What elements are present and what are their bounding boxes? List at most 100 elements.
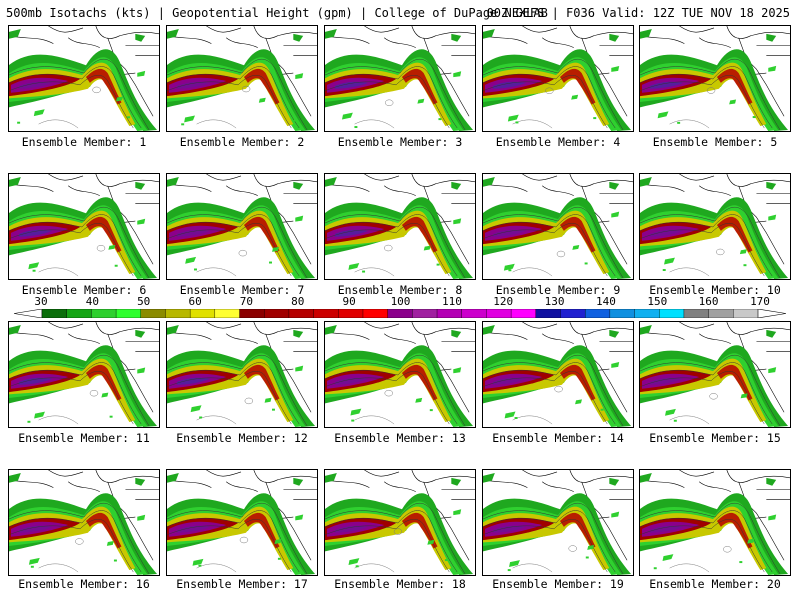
ensemble-member-label: Ensemble Member: 5 — [652, 135, 778, 149]
ensemble-member-map — [166, 321, 318, 428]
ensemble-member-map — [8, 173, 160, 280]
colorbar-swatch — [264, 309, 290, 318]
colorbar-swatch — [609, 309, 636, 318]
colorbar-left-arrow — [14, 309, 43, 318]
colorbar-swatch — [288, 309, 315, 318]
colorbar-swatch — [708, 309, 734, 318]
colorbar-tick-label: 140 — [595, 295, 616, 308]
ensemble-member-map — [639, 25, 791, 132]
colorbar-swatch — [387, 309, 413, 318]
ensemble-member-label: Ensemble Member: 1 — [21, 135, 147, 149]
ensemble-member-label: Ensemble Member: 7 — [179, 283, 305, 297]
ensemble-member-map — [324, 25, 476, 132]
ensemble-member-map — [166, 25, 318, 132]
model-run-info: 00Z GEFS | F036 Valid: 12Z TUE NOV 18 20… — [486, 6, 790, 20]
colorbar-swatch — [412, 309, 438, 318]
isotach-map-graphic — [483, 26, 633, 131]
ensemble-member-label: Ensemble Member: 19 — [492, 577, 624, 591]
ensemble-member-map — [8, 321, 160, 428]
colorbar-swatch — [140, 309, 166, 318]
colorbar-swatch — [214, 309, 241, 318]
colorbar-swatch — [436, 309, 463, 318]
isotach-map-graphic — [9, 322, 159, 427]
colorbar-right-arrow — [757, 309, 786, 318]
colorbar-swatch — [733, 309, 759, 318]
colorbar-swatch — [486, 309, 512, 318]
ensemble-member-label: Ensemble Member: 3 — [337, 135, 463, 149]
map-title: 500mb Isotachs (kts) | Geopotential Heig… — [6, 6, 548, 20]
isotach-map-graphic — [483, 470, 633, 575]
colorbar-tick-label: 60 — [188, 295, 202, 308]
ensemble-member-label: Ensemble Member: 10 — [649, 283, 781, 297]
ensemble-member-map — [324, 469, 476, 576]
colorbar-tick-label: 160 — [698, 295, 719, 308]
colorbar-swatch — [535, 309, 561, 318]
ensemble-member-map — [482, 469, 634, 576]
colorbar-swatch — [165, 309, 191, 318]
colorbar-tick-label: 130 — [544, 295, 565, 308]
ensemble-member-label: Ensemble Member: 9 — [495, 283, 621, 297]
ensemble-member-label: Ensemble Member: 6 — [21, 283, 147, 297]
colorbar-tick-labels: 30 40 50 60 70 80 90 100 110 120 130 140 150 160 170 — [0, 296, 800, 308]
colorbar-swatch — [66, 309, 92, 318]
isotach-map-graphic — [640, 174, 790, 279]
colorbar-swatch — [510, 309, 537, 318]
colorbar-swatch — [560, 309, 586, 318]
isotach-map-graphic — [167, 470, 317, 575]
colorbar-tick-label: 110 — [441, 295, 462, 308]
isotach-map-graphic — [640, 322, 790, 427]
colorbar-swatch — [239, 309, 265, 318]
isotach-map-graphic — [9, 470, 159, 575]
isotach-map-graphic — [640, 470, 790, 575]
ensemble-member-map — [166, 469, 318, 576]
isotach-map-graphic — [167, 26, 317, 131]
ensemble-member-map — [482, 25, 634, 132]
ensemble-member-map — [482, 321, 634, 428]
ensemble-member-map — [639, 173, 791, 280]
colorbar-tick-label: 70 — [239, 295, 254, 308]
ensemble-member-label: Ensemble Member: 4 — [495, 135, 621, 149]
ensemble-member-label: Ensemble Member: 8 — [337, 283, 463, 297]
colorbar-swatch — [362, 309, 389, 318]
colorbar-swatch — [115, 309, 142, 318]
isotach-map-graphic — [325, 26, 475, 131]
isotach-map-graphic — [325, 174, 475, 279]
colorbar-swatch — [634, 309, 660, 318]
colorbar-swatch — [683, 309, 710, 318]
ensemble-member-map — [639, 321, 791, 428]
isotach-map-graphic — [167, 174, 317, 279]
ensemble-member-label: Ensemble Member: 18 — [334, 577, 466, 591]
isotach-map-graphic — [9, 174, 159, 279]
ensemble-member-map — [639, 469, 791, 576]
isotach-map-graphic — [483, 322, 633, 427]
colorbar-tick-label: 30 — [34, 295, 48, 308]
ensemble-member-label: Ensemble Member: 20 — [649, 577, 781, 591]
colorbar-swatch — [659, 309, 685, 318]
ensemble-member-label: Ensemble Member: 17 — [176, 577, 308, 591]
colorbar-tick-label: 50 — [137, 295, 151, 308]
colorbar-tick-label: 120 — [493, 295, 514, 308]
map-title-bar: 500mb Isotachs (kts) | Geopotential Heig… — [6, 6, 796, 20]
colorbar-swatch — [338, 309, 364, 318]
isotach-map-graphic — [483, 174, 633, 279]
colorbar-swatch — [313, 309, 339, 318]
colorbar-tick-label: 80 — [291, 295, 305, 308]
isotach-map-graphic — [9, 26, 159, 131]
ensemble-member-label: Ensemble Member: 11 — [18, 431, 150, 445]
colorbar-tick-label: 150 — [647, 295, 668, 308]
colorbar-tick-label: 100 — [390, 295, 411, 308]
isotach-map-graphic — [640, 26, 790, 131]
colorbar-swatch — [461, 309, 487, 318]
ensemble-member-map — [8, 25, 160, 132]
ensemble-member-label: Ensemble Member: 2 — [179, 135, 305, 149]
colorbar-swatch — [91, 309, 117, 318]
ensemble-member-map — [482, 173, 634, 280]
colorbar-swatch — [189, 309, 216, 318]
ensemble-member-map — [324, 321, 476, 428]
ensemble-member-map — [8, 469, 160, 576]
colorbar-swatch — [584, 309, 611, 318]
isotach-map-graphic — [167, 322, 317, 427]
ensemble-member-label: Ensemble Member: 13 — [334, 431, 466, 445]
ensemble-member-label: Ensemble Member: 16 — [18, 577, 150, 591]
colorbar-tick-label: 40 — [85, 295, 100, 308]
